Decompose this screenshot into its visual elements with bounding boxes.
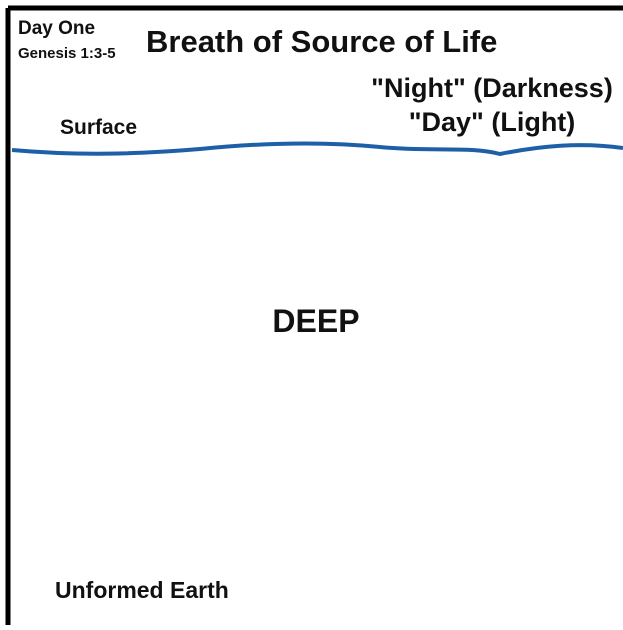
day-label: Day One xyxy=(18,18,95,39)
surface-label: Surface xyxy=(60,116,137,139)
water-surface xyxy=(11,141,623,157)
night-label: "Night" (Darkness) xyxy=(371,73,613,103)
deep-label: DEEP xyxy=(272,303,359,339)
reference: Genesis 1:3-5 xyxy=(18,45,116,62)
day-light-label: "Day" (Light) xyxy=(409,107,576,137)
title: Breath of Source of Life xyxy=(146,24,497,59)
frame xyxy=(5,5,623,625)
earth-label: Unformed Earth xyxy=(55,577,229,603)
